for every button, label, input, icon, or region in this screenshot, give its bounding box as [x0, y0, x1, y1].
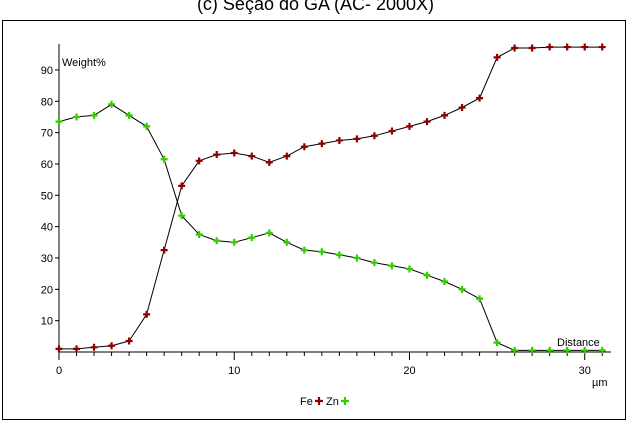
y-tick-label: 20 — [41, 284, 53, 296]
data-point — [55, 345, 63, 353]
x-axis-label: Distance — [557, 337, 600, 349]
data-point — [283, 152, 291, 160]
data-point — [108, 100, 116, 108]
data-point — [493, 53, 501, 61]
data-point — [90, 111, 98, 119]
series-line — [59, 46, 603, 350]
legend-label: Zn — [326, 396, 339, 408]
series-layer — [55, 43, 606, 354]
data-point — [370, 132, 378, 140]
data-point — [405, 122, 413, 130]
data-point — [370, 259, 378, 267]
y-tick-label: 70 — [41, 128, 53, 140]
data-point — [511, 44, 519, 52]
data-point — [458, 285, 466, 293]
data-point — [335, 251, 343, 259]
data-point — [55, 118, 63, 126]
data-point — [125, 337, 133, 345]
data-point — [318, 248, 326, 256]
data-point — [230, 149, 238, 157]
data-point — [195, 230, 203, 238]
data-point — [528, 44, 536, 52]
data-point — [73, 345, 81, 353]
data-point — [423, 118, 431, 126]
data-point — [160, 246, 168, 254]
data-point — [511, 346, 519, 354]
y-tick-label: 90 — [41, 65, 53, 77]
series-zn — [55, 100, 606, 354]
data-point — [388, 262, 396, 270]
data-point — [441, 277, 449, 285]
y-tick-label: 30 — [41, 253, 53, 265]
data-point — [265, 158, 273, 166]
data-point — [335, 136, 343, 144]
x-tick-label: 20 — [403, 365, 415, 377]
data-point — [265, 229, 273, 237]
data-point — [195, 157, 203, 165]
y-tick-label: 40 — [41, 222, 53, 234]
legend-label: Fe — [300, 396, 313, 408]
data-point — [423, 271, 431, 279]
data-point — [283, 238, 291, 246]
data-point — [108, 342, 116, 350]
data-point — [476, 295, 484, 303]
data-point — [581, 346, 589, 354]
data-point — [441, 111, 449, 119]
data-point — [458, 104, 466, 112]
data-point — [546, 346, 554, 354]
x-tick-label: 0 — [56, 365, 62, 377]
data-point — [213, 237, 221, 245]
data-point — [230, 238, 238, 246]
y-tick-label: 60 — [41, 159, 53, 171]
data-point — [598, 43, 606, 51]
data-point — [73, 113, 81, 121]
data-point — [300, 246, 308, 254]
data-point — [581, 43, 589, 51]
data-point — [213, 151, 221, 159]
x-axis-unit: µm — [592, 377, 608, 389]
data-point — [90, 343, 98, 351]
data-point — [353, 135, 361, 143]
legend-marker — [315, 397, 323, 405]
data-point — [160, 155, 168, 163]
data-point — [248, 152, 256, 160]
y-axis-label: Weight% — [62, 57, 106, 69]
series-fe — [55, 43, 606, 353]
data-point — [563, 43, 571, 51]
data-point — [178, 182, 186, 190]
legend-marker — [341, 397, 349, 405]
data-point — [598, 346, 606, 354]
x-tick-label: 30 — [579, 365, 591, 377]
y-tick-label: 50 — [41, 190, 53, 202]
data-point — [405, 265, 413, 273]
data-point — [353, 254, 361, 262]
chart-frame — [2, 20, 626, 420]
data-point — [248, 234, 256, 242]
data-point — [143, 122, 151, 130]
data-point — [528, 346, 536, 354]
data-point — [563, 346, 571, 354]
data-point — [476, 94, 484, 102]
chart-title: (c) Seção do GA (AC- 2000X) — [196, 0, 435, 14]
y-tick-label: 80 — [41, 96, 53, 108]
data-point — [300, 143, 308, 151]
data-point — [493, 339, 501, 347]
data-point — [178, 212, 186, 220]
data-point — [125, 111, 133, 119]
series-line — [58, 103, 603, 351]
x-tick-label: 10 — [228, 365, 240, 377]
data-point — [388, 127, 396, 135]
data-point — [546, 43, 554, 51]
data-point — [143, 310, 151, 318]
legend: Fe Zn — [300, 396, 349, 408]
data-point — [318, 140, 326, 148]
axes: 10 20 30 40 50 60 70 80 90 0 10 20 30 — [41, 44, 611, 377]
y-tick-label: 10 — [41, 316, 53, 328]
